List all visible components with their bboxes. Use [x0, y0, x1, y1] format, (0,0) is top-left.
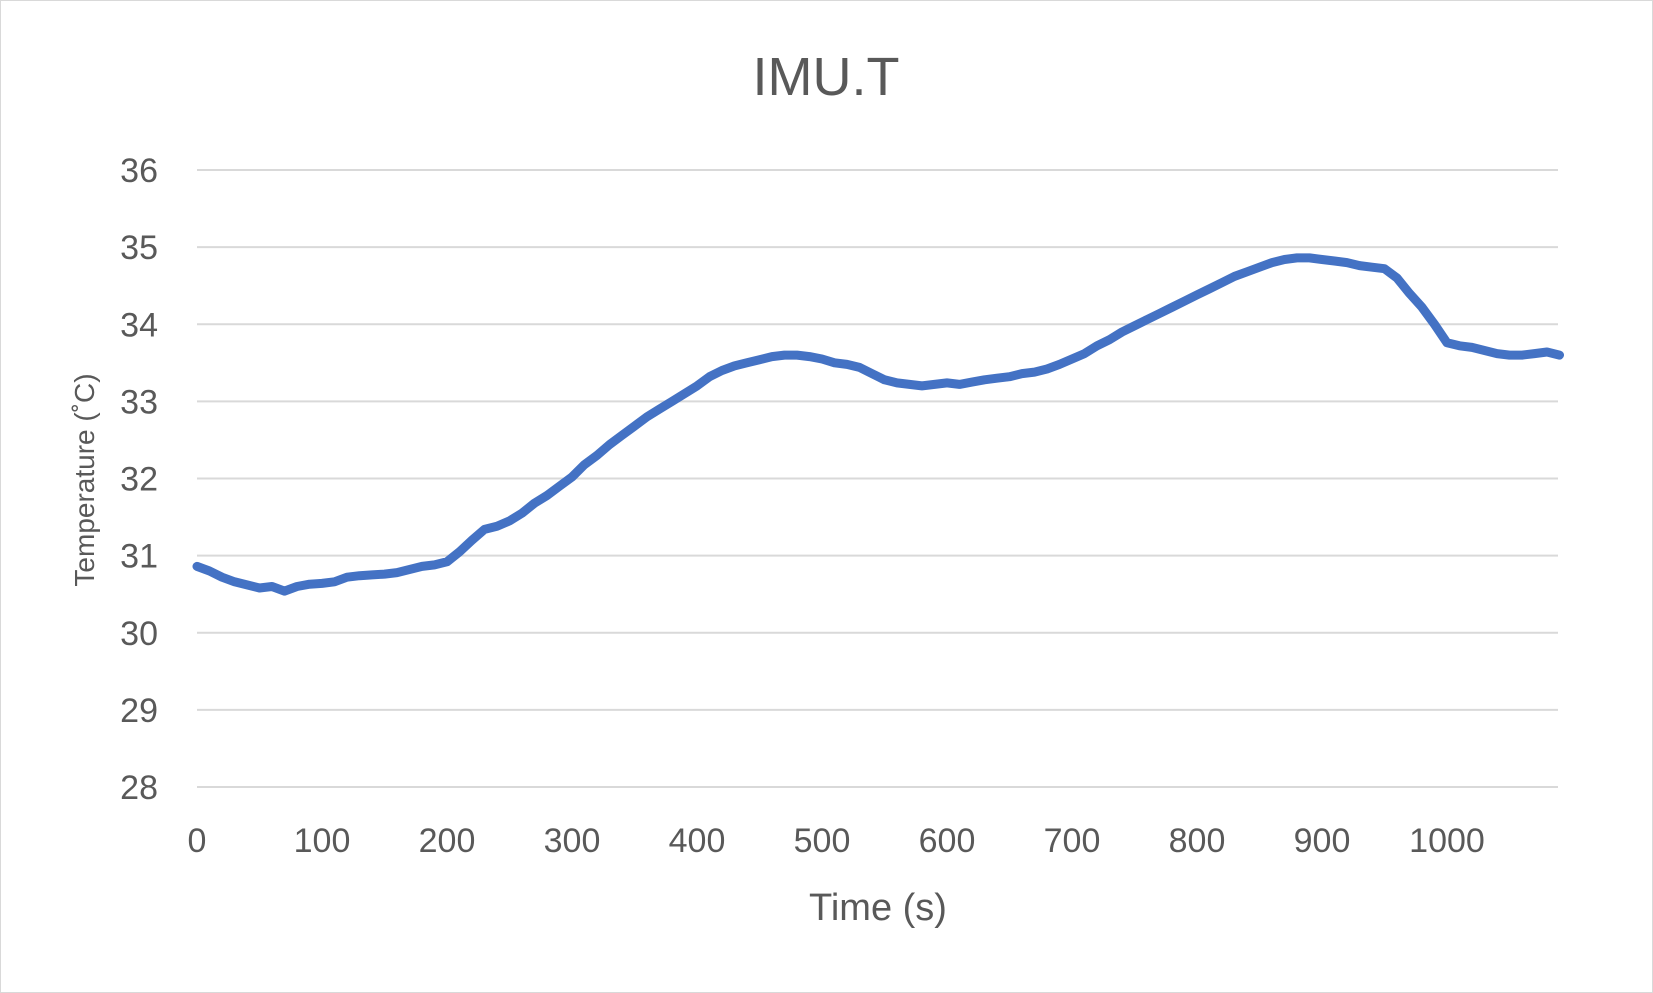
- x-tick-label: 800: [1169, 822, 1226, 860]
- x-tick-label: 100: [294, 822, 351, 860]
- x-tick-label: 1000: [1409, 822, 1485, 860]
- y-tick-label: 35: [120, 229, 158, 267]
- y-tick-label: 32: [120, 461, 158, 499]
- y-tick-label: 36: [120, 152, 158, 190]
- chart-title: IMU.T: [753, 47, 900, 107]
- y-axis-title: Temperature (˚C): [69, 373, 100, 586]
- gridlines: [197, 169, 1558, 788]
- x-tick-label: 200: [419, 822, 476, 860]
- y-tick-label: 33: [120, 383, 158, 421]
- x-tick-label: 0: [188, 822, 207, 860]
- x-tick-label: 900: [1294, 822, 1351, 860]
- y-tick-label: 30: [120, 615, 158, 653]
- series-line: [192, 253, 1564, 596]
- y-tick-label: 31: [120, 538, 158, 576]
- y-tick-label: 28: [120, 769, 158, 807]
- y-tick-label: 34: [120, 306, 158, 344]
- x-axis-ticks: 0 100 200 300 400 500 600 700 800 900 1000: [188, 822, 1485, 860]
- x-tick-label: 300: [544, 822, 601, 860]
- x-tick-label: 400: [669, 822, 726, 860]
- y-tick-label: 29: [120, 692, 158, 730]
- y-axis-ticks: 28 29 30 31 32 33 34 35 36: [120, 152, 158, 807]
- x-tick-label: 600: [919, 822, 976, 860]
- x-tick-label: 700: [1044, 822, 1101, 860]
- x-tick-label: 500: [794, 822, 851, 860]
- x-axis-title: Time (s): [809, 887, 947, 929]
